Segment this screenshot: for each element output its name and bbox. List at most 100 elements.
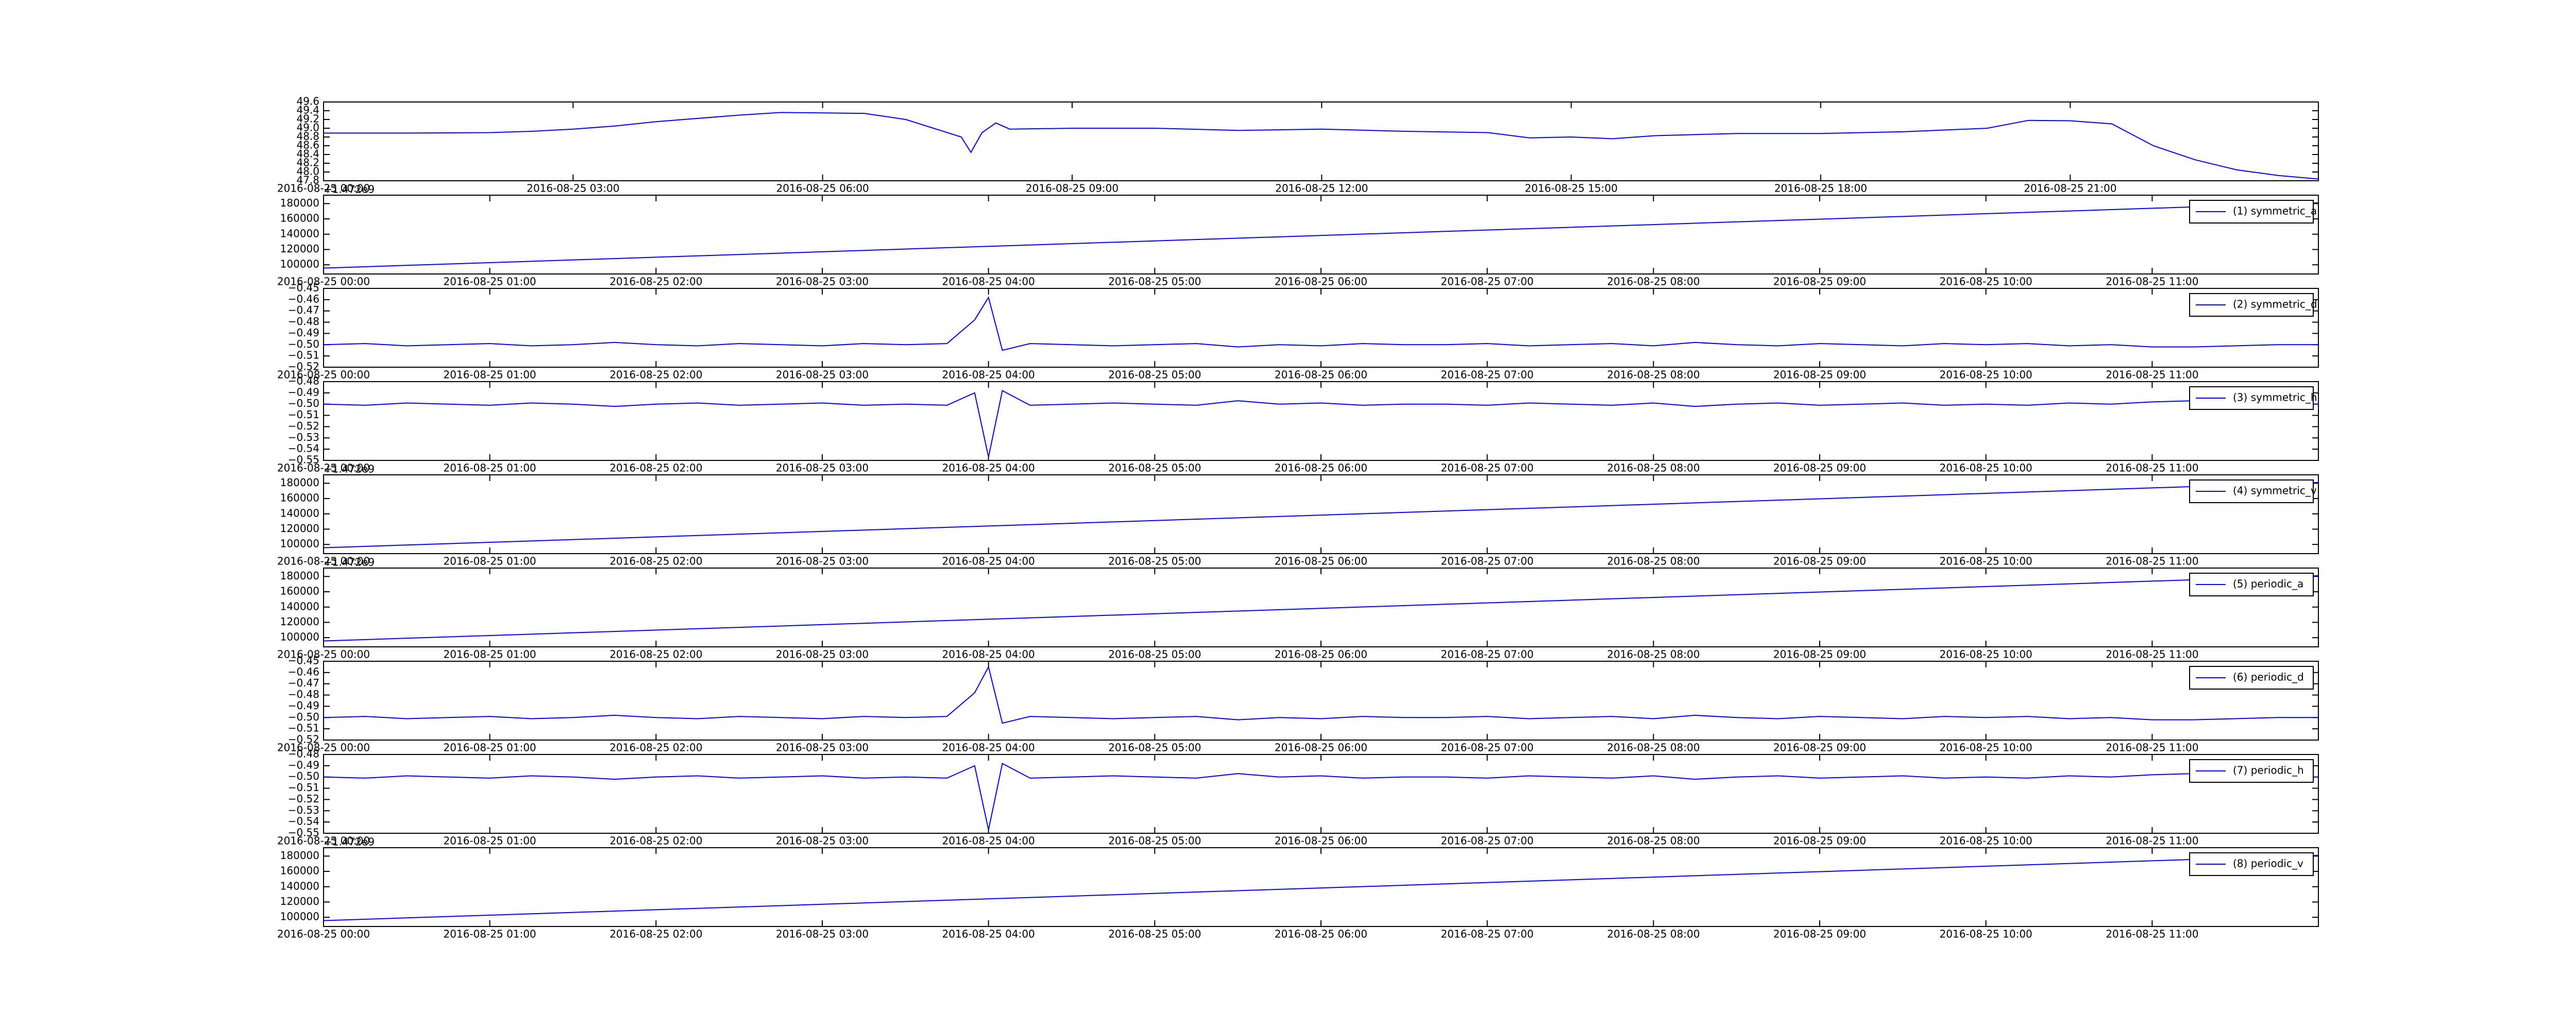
legend-label: (4) symmetric_v xyxy=(2233,485,2317,497)
x-tick-label: 2016-08-25 09:00 xyxy=(1026,182,1118,195)
y-tick-label: −0.50 xyxy=(288,397,319,409)
x-tick-label: 2016-08-25 03:00 xyxy=(776,742,869,754)
x-tick-label: 2016-08-25 06:00 xyxy=(1275,555,1367,568)
y-offset-text: +1.472e9 xyxy=(324,556,375,569)
x-tick-label: 2016-08-25 07:00 xyxy=(1441,369,1534,381)
x-tick-label: 2016-08-25 06:00 xyxy=(776,182,869,195)
series-line xyxy=(323,202,2319,269)
x-tick-label: 2016-08-25 01:00 xyxy=(444,555,536,568)
y-tick-label: −0.51 xyxy=(288,408,319,421)
y-tick-label: 160000 xyxy=(280,212,319,225)
y-tick-label: 120000 xyxy=(280,615,319,628)
y-tick-label: −0.49 xyxy=(288,386,319,398)
y-tick-label: 180000 xyxy=(280,197,319,209)
y-tick-label: −0.49 xyxy=(288,759,319,771)
x-tick-label: 2016-08-25 03:00 xyxy=(776,835,869,847)
x-tick-label: 2016-08-25 08:00 xyxy=(1607,648,1700,661)
x-tick-label: 2016-08-25 07:00 xyxy=(1441,928,1534,940)
y-tick-label: −0.53 xyxy=(288,431,319,443)
x-tick-label: 2016-08-25 04:00 xyxy=(942,742,1035,754)
y-tick-label: 160000 xyxy=(280,492,319,504)
x-tick-label: 2016-08-25 09:00 xyxy=(1773,928,1866,940)
y-tick-label: 160000 xyxy=(280,585,319,597)
x-tick-label: 2016-08-25 07:00 xyxy=(1441,462,1534,474)
x-tick-label: 2016-08-25 06:00 xyxy=(1275,742,1367,754)
x-tick-label: 2016-08-25 07:00 xyxy=(1441,555,1534,568)
y-tick-label: 180000 xyxy=(280,570,319,582)
x-tick-label: 2016-08-25 06:00 xyxy=(1275,928,1367,940)
x-tick-label: 2016-08-25 03:00 xyxy=(776,648,869,661)
x-tick-label: 2016-08-25 10:00 xyxy=(1940,276,2032,288)
x-tick-label: 2016-08-25 09:00 xyxy=(1773,835,1866,847)
y-tick-label: 49.6 xyxy=(296,95,319,108)
legend-label: (7) periodic_h xyxy=(2233,764,2304,777)
series-line xyxy=(323,762,2318,830)
x-tick-label: 2016-08-25 03:00 xyxy=(776,276,869,288)
x-tick-label: 2016-08-25 04:00 xyxy=(942,648,1035,661)
x-tick-label: 2016-08-25 08:00 xyxy=(1607,462,1700,474)
legend-label: (5) periodic_a xyxy=(2233,578,2303,590)
y-tick-label: −0.50 xyxy=(288,770,319,782)
x-tick-label: 2016-08-25 02:00 xyxy=(609,276,702,288)
series-line xyxy=(323,575,2319,642)
y-tick-label: 120000 xyxy=(280,522,319,535)
x-tick-label: 2016-08-25 02:00 xyxy=(609,462,702,474)
x-tick-label: 2016-08-25 11:00 xyxy=(2106,276,2198,288)
y-tick-label: 100000 xyxy=(280,258,319,270)
plot-frame xyxy=(323,288,2319,368)
x-tick-label: 2016-08-25 05:00 xyxy=(1108,369,1201,381)
y-tick-label: −0.50 xyxy=(288,338,319,350)
x-tick-label: 2016-08-25 00:00 xyxy=(277,835,370,847)
x-tick-label: 2016-08-25 01:00 xyxy=(444,928,536,940)
x-tick-label: 2016-08-25 00:00 xyxy=(277,182,370,195)
x-tick-label: 2016-08-25 07:00 xyxy=(1441,648,1534,661)
x-tick-label: 2016-08-25 10:00 xyxy=(1940,928,2032,940)
x-tick-label: 2016-08-25 06:00 xyxy=(1275,369,1367,381)
y-tick-label: 120000 xyxy=(280,243,319,255)
x-tick-label: 2016-08-25 02:00 xyxy=(609,742,702,754)
x-tick-label: 2016-08-25 01:00 xyxy=(444,276,536,288)
y-tick-label: 48.6 xyxy=(296,139,319,151)
y-tick-label: −0.51 xyxy=(288,349,319,362)
x-tick-label: 2016-08-25 09:00 xyxy=(1773,648,1866,661)
y-tick-label: −0.54 xyxy=(288,442,319,455)
y-offset-text: +1.472e9 xyxy=(324,836,375,848)
x-tick-label: 2016-08-25 03:00 xyxy=(776,555,869,568)
x-tick-label: 2016-08-25 21:00 xyxy=(2024,182,2116,195)
x-tick-label: 2016-08-25 10:00 xyxy=(1940,462,2032,474)
x-tick-label: 2016-08-25 05:00 xyxy=(1108,648,1201,661)
x-tick-label: 2016-08-25 02:00 xyxy=(609,555,702,568)
y-tick-label: 100000 xyxy=(280,538,319,550)
x-tick-label: 2016-08-25 09:00 xyxy=(1773,369,1866,381)
series-line xyxy=(323,665,2318,724)
x-tick-label: 2016-08-25 01:00 xyxy=(444,742,536,754)
y-tick-label: −0.46 xyxy=(288,665,319,678)
x-tick-label: 2016-08-25 00:00 xyxy=(277,369,370,381)
legend-label: (1) symmetric_a xyxy=(2233,205,2317,217)
x-tick-label: 2016-08-25 04:00 xyxy=(942,462,1035,474)
plot-frame xyxy=(323,661,2319,741)
y-tick-label: 49.2 xyxy=(296,113,319,125)
x-tick-label: 2016-08-25 10:00 xyxy=(1940,555,2032,568)
x-tick-label: 2016-08-25 01:00 xyxy=(444,462,536,474)
y-tick-label: 140000 xyxy=(280,227,319,239)
series-line xyxy=(323,389,2318,457)
y-tick-label: 120000 xyxy=(280,895,319,907)
y-tick-label: −0.47 xyxy=(288,304,319,316)
x-tick-label: 2016-08-25 04:00 xyxy=(942,276,1035,288)
y-tick-label: 140000 xyxy=(280,600,319,612)
y-tick-label: −0.50 xyxy=(288,711,319,723)
x-tick-label: 2016-08-25 05:00 xyxy=(1108,462,1201,474)
y-tick-label: 47.8 xyxy=(296,174,319,186)
x-tick-label: 2016-08-25 00:00 xyxy=(277,555,370,568)
plot-frame xyxy=(323,381,2319,461)
x-tick-label: 2016-08-25 11:00 xyxy=(2106,742,2198,754)
x-tick-label: 2016-08-25 11:00 xyxy=(2106,928,2198,940)
y-tick-label: −0.52 xyxy=(288,793,319,805)
x-tick-label: 2016-08-25 03:00 xyxy=(776,462,869,474)
x-tick-label: 2016-08-25 04:00 xyxy=(942,369,1035,381)
x-tick-label: 2016-08-25 08:00 xyxy=(1607,369,1700,381)
legend-label: (3) symmetric_h xyxy=(2233,391,2317,404)
y-tick-label: −0.55 xyxy=(288,827,319,839)
x-tick-label: 2016-08-25 04:00 xyxy=(942,835,1035,847)
